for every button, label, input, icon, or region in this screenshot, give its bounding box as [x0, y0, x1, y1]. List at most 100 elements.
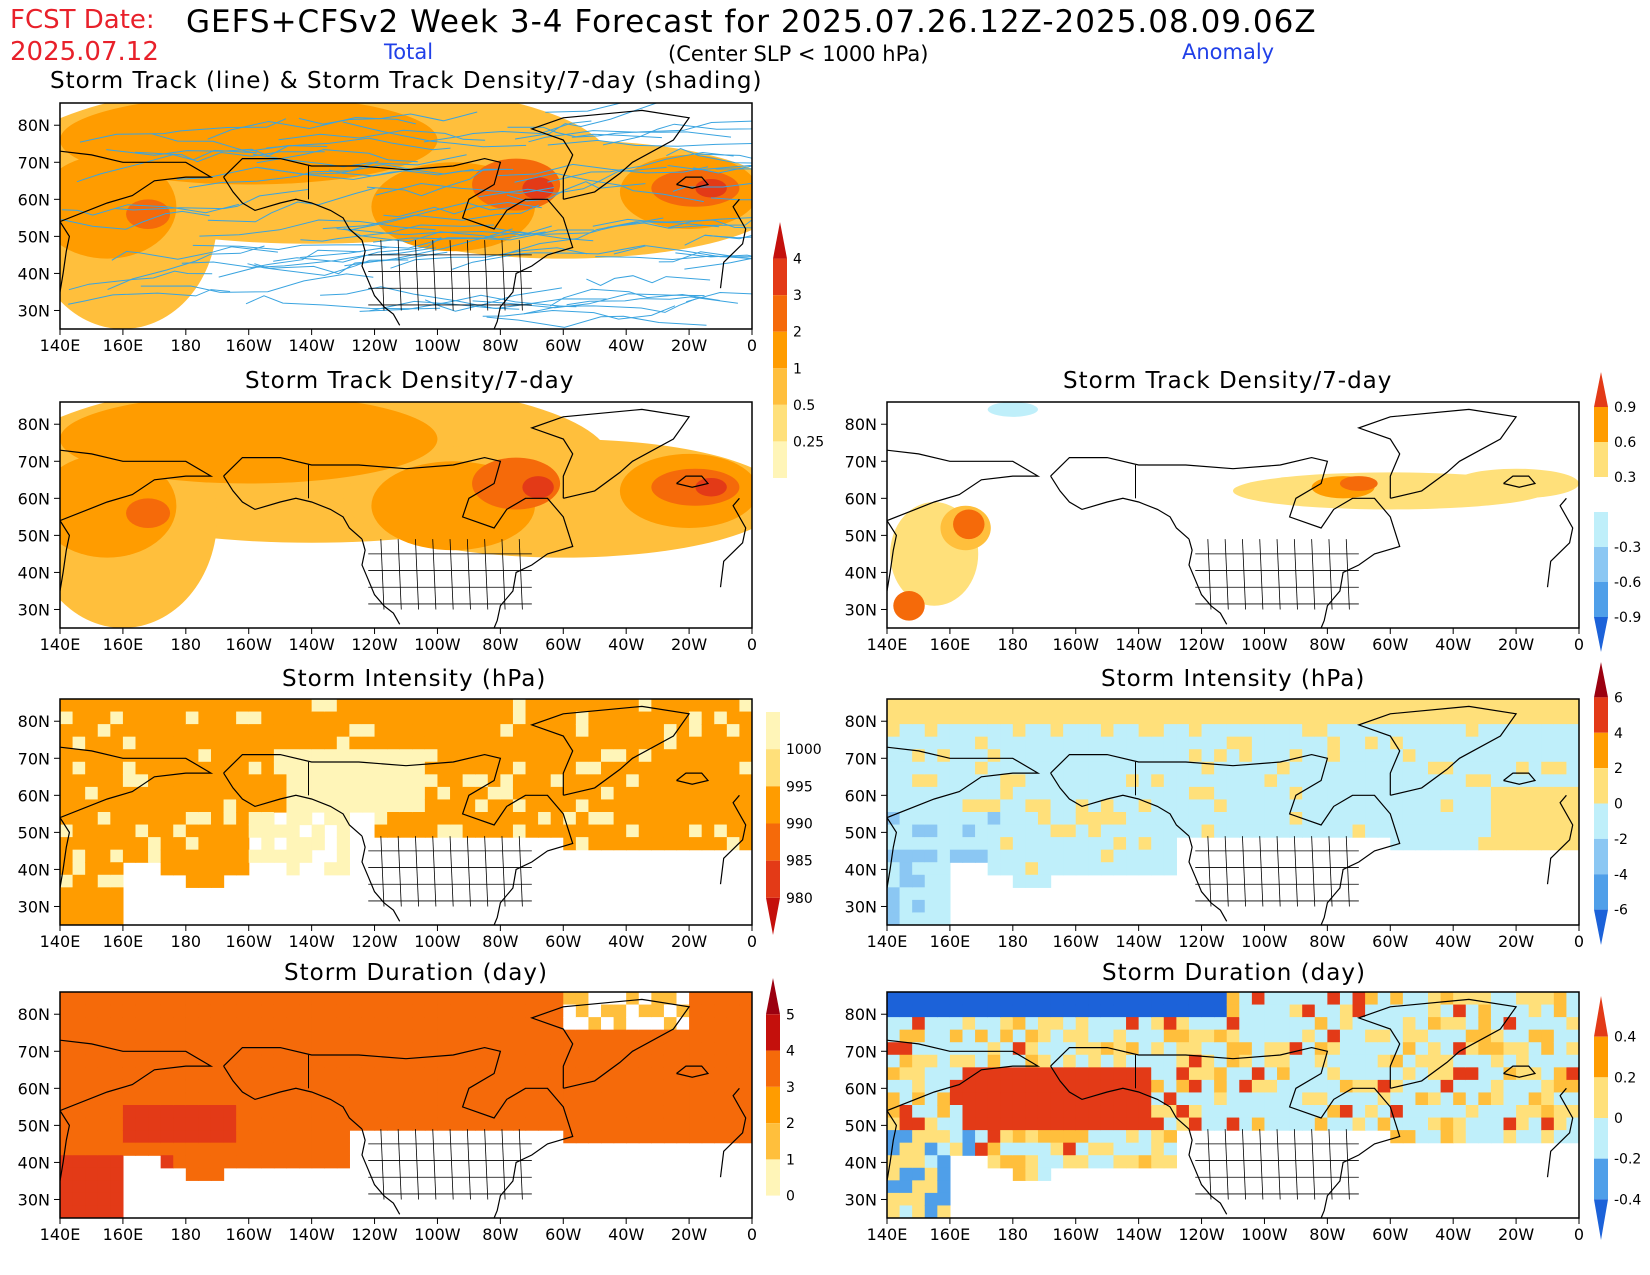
- grid-cell: [1566, 1029, 1579, 1043]
- grid-cell: [1339, 812, 1354, 826]
- grid-cell: [1000, 1004, 1014, 1018]
- grid-cell: [185, 699, 199, 713]
- grid-cell: [714, 774, 728, 788]
- grid-cell: [160, 862, 174, 876]
- grid-cell: [525, 824, 539, 838]
- grid-cell: [1126, 849, 1140, 863]
- grid-cell: [1327, 749, 1341, 763]
- grid-cell: [223, 1105, 237, 1119]
- grid-cell: [160, 786, 174, 801]
- grid-cell: [512, 761, 527, 775]
- grid-cell: [173, 824, 187, 838]
- grid-cell: [1415, 761, 1429, 775]
- grid-cell: [173, 1142, 187, 1156]
- grid-cell: [1113, 774, 1127, 788]
- grid-cell: [1339, 824, 1354, 838]
- grid-cell: [899, 736, 913, 750]
- grid-cell: [273, 699, 288, 713]
- grid-cell: [975, 1017, 989, 1031]
- grid-cell: [311, 1004, 325, 1018]
- grid-cell: [374, 1105, 388, 1119]
- coastline: [1050, 772, 1190, 837]
- grid-cell: [937, 774, 951, 788]
- grid-cell: [97, 837, 111, 851]
- colorbar-label: 0.2: [1614, 1070, 1636, 1086]
- grid-cell: [1465, 824, 1479, 838]
- grid-cell: [336, 812, 350, 826]
- grid-cell: [387, 1029, 401, 1043]
- grid-cell: [1528, 711, 1542, 725]
- grid-cell: [1251, 786, 1266, 801]
- grid-cell: [1314, 799, 1328, 813]
- coastline: [1050, 753, 1401, 925]
- grid-cell: [450, 774, 464, 788]
- grid-cell: [1465, 992, 1479, 1006]
- grid-cell: [1088, 774, 1102, 788]
- grid-cell: [1339, 1105, 1354, 1119]
- grid-cell: [1465, 1092, 1479, 1106]
- grid-cell: [462, 1067, 476, 1081]
- grid-cell: [1000, 1142, 1014, 1156]
- grid-cell: [1025, 824, 1039, 838]
- storm-track-line: [502, 221, 720, 256]
- grid-cell: [512, 1067, 527, 1081]
- grid-cell: [1377, 774, 1391, 788]
- grid-cell: [739, 824, 752, 838]
- grid-cell: [525, 1054, 539, 1068]
- grid-cell: [689, 1117, 703, 1131]
- grid-cell: [887, 1092, 901, 1106]
- grid-cell: [198, 1067, 212, 1081]
- grid-cell: [1188, 1017, 1203, 1031]
- grid-cell: [651, 1042, 665, 1056]
- grid-cell: [1402, 1079, 1417, 1094]
- grid-cell: [563, 724, 577, 738]
- grid-cell: [72, 1142, 86, 1156]
- grid-cell: [1025, 724, 1039, 738]
- grid-cell: [1428, 774, 1442, 788]
- grid-cell: [1113, 1130, 1127, 1144]
- anomaly-max: [953, 509, 985, 540]
- grid-cell: [148, 724, 162, 738]
- colorbar-label: -6: [1614, 903, 1628, 919]
- grid-cell: [689, 1079, 703, 1094]
- grid-cell: [135, 992, 149, 1006]
- grid-cell: [122, 1079, 137, 1094]
- grid-cell: [336, 1130, 350, 1144]
- grid-cell: [160, 1042, 174, 1056]
- grid-cell: [613, 724, 627, 738]
- grid-cell: [638, 1004, 652, 1018]
- y-tick-label: 70N: [18, 1042, 50, 1061]
- shading: [60, 402, 752, 628]
- grid-cell: [1025, 786, 1039, 801]
- grid-cell: [887, 699, 901, 713]
- grid-cell: [387, 711, 401, 725]
- grid-cell: [701, 1105, 715, 1119]
- grid-cell: [1264, 774, 1278, 788]
- grid-cell: [638, 1105, 652, 1119]
- x-tick-label: 180: [171, 635, 202, 654]
- panel-0: 140E 160E 180 160W 140W 120W 100W 80W 60W 40W 20W 0…: [18, 102, 757, 355]
- grid-cell: [575, 837, 590, 851]
- grid-cell: [739, 786, 752, 801]
- grid-cell: [210, 1092, 225, 1106]
- grid-cell: [912, 912, 926, 925]
- grid-cell: [550, 749, 564, 763]
- colorbar-swatch: [766, 1014, 780, 1051]
- grid-cell: [726, 1105, 741, 1119]
- grid-cell: [1025, 749, 1039, 763]
- grid-cell: [1176, 749, 1190, 763]
- grid-cell: [1100, 774, 1115, 788]
- grid-cell: [663, 786, 678, 801]
- grid-cell: [1352, 824, 1366, 838]
- grid-cell: [1490, 1105, 1505, 1119]
- grid-cell: [60, 1054, 74, 1068]
- grid-cell: [299, 774, 313, 788]
- grid-cell: [689, 837, 703, 851]
- grid-cell: [714, 1054, 728, 1068]
- grid-cell: [185, 724, 199, 738]
- grid-cell: [937, 1105, 951, 1119]
- grid-cell: [887, 912, 901, 925]
- grid-cell: [248, 1105, 262, 1119]
- grid-cell: [424, 1054, 439, 1068]
- grid-cell: [1214, 799, 1228, 813]
